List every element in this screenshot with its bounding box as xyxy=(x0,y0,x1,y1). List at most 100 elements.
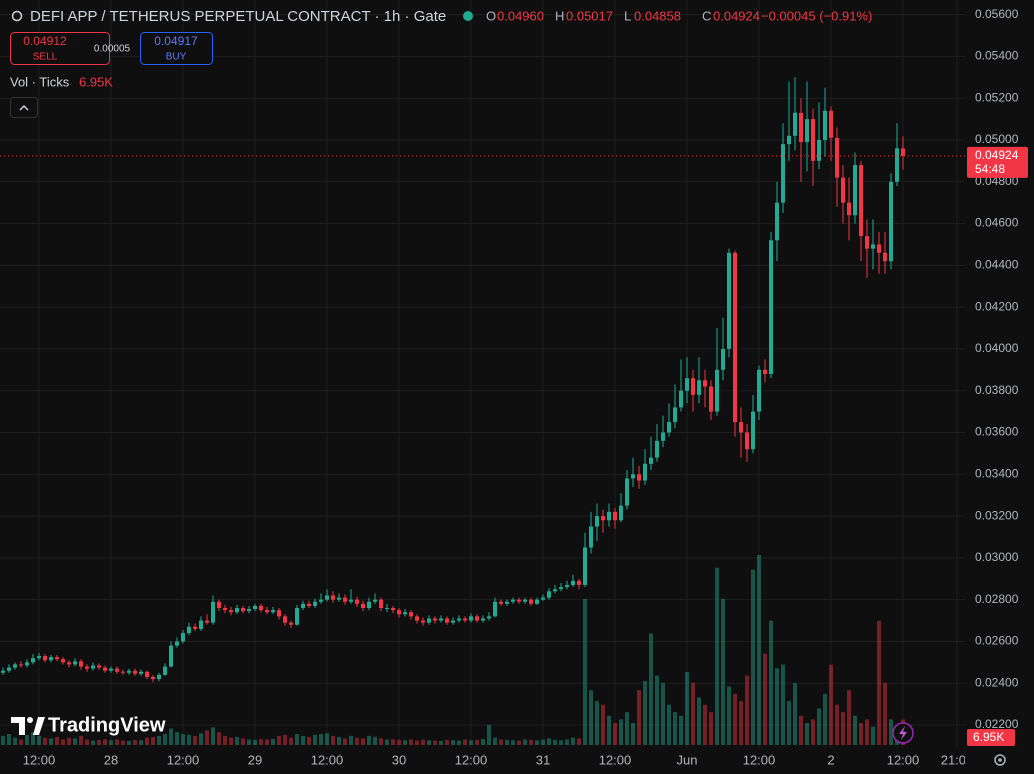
sell-price[interactable]: 0.04912 xyxy=(23,34,67,48)
volume-bar xyxy=(127,740,131,745)
sell-button[interactable]: 0.04912 SELL xyxy=(10,32,110,65)
ohlc-label: C xyxy=(702,8,711,23)
logo-text: TradingView xyxy=(48,714,166,736)
candle-body xyxy=(829,110,833,138)
collapse-button[interactable] xyxy=(10,97,38,118)
volume-bar xyxy=(31,732,35,745)
settings-button[interactable] xyxy=(994,754,1006,766)
candle-body xyxy=(7,667,11,671)
price-axis xyxy=(965,0,1034,774)
collapse-box[interactable] xyxy=(10,97,38,118)
y-tick-label: 0.05000 xyxy=(975,132,1019,146)
buy-box[interactable] xyxy=(140,32,213,65)
sell-label[interactable]: SELL xyxy=(33,52,58,63)
candle-body xyxy=(805,119,809,143)
y-tick-label: 0.02400 xyxy=(975,675,1019,689)
x-tick-label: 12:00 xyxy=(743,752,776,767)
volume-bar xyxy=(673,712,677,745)
candle-body xyxy=(259,605,263,611)
volume-bar xyxy=(847,690,851,745)
volume-bar xyxy=(145,737,149,745)
candle-body xyxy=(847,202,851,216)
candle-body xyxy=(409,612,413,617)
volume-bar xyxy=(331,735,335,745)
buy-button[interactable]: 0.04917 BUY xyxy=(140,32,213,65)
volume-bar xyxy=(361,738,365,745)
logo-mark xyxy=(33,717,45,735)
volume-bar xyxy=(151,736,155,745)
volume-bar xyxy=(667,704,671,745)
y-tick-label: 0.04400 xyxy=(975,258,1019,272)
volume-bar xyxy=(193,735,197,745)
candle-body xyxy=(667,422,671,433)
volume-bar xyxy=(643,681,647,745)
candle-body xyxy=(385,608,389,610)
candle-body xyxy=(703,380,707,387)
last-volume-label: 6.95K xyxy=(973,730,1004,744)
chevron[interactable] xyxy=(19,104,29,111)
candle-body xyxy=(505,601,509,604)
volume-bar xyxy=(289,737,293,745)
candle-body xyxy=(769,240,773,374)
volume-bar xyxy=(91,740,95,745)
volume-bar xyxy=(757,555,761,745)
volume-bar xyxy=(589,690,593,745)
candle-body xyxy=(487,616,491,619)
buy-price[interactable]: 0.04917 xyxy=(154,34,198,48)
candle-body xyxy=(751,411,755,450)
candle-body xyxy=(37,656,41,659)
volume-bar xyxy=(733,693,737,745)
candle-body xyxy=(67,662,71,665)
candle-body xyxy=(517,599,521,602)
ohlc-value: 0.04960 xyxy=(497,8,544,23)
volume-bar xyxy=(547,738,551,745)
x-tick-label: 30 xyxy=(392,752,406,767)
volume-bar xyxy=(379,738,383,745)
candle-body xyxy=(373,599,377,602)
candle-body xyxy=(529,599,533,604)
y-tick-label: 0.04000 xyxy=(975,341,1019,355)
y-tick-label: 0.05200 xyxy=(975,90,1019,104)
volume-bar xyxy=(325,733,329,745)
sell-box[interactable] xyxy=(10,32,110,65)
candle-body xyxy=(397,610,401,615)
volume-bar xyxy=(163,734,167,745)
volume-bar xyxy=(217,732,221,745)
alert-button[interactable] xyxy=(892,722,914,744)
volume-bar xyxy=(457,740,461,745)
candle-body xyxy=(97,665,101,668)
candle-body xyxy=(151,676,155,680)
candle-body xyxy=(799,112,803,143)
candle-body xyxy=(211,601,215,623)
volume-bar xyxy=(859,723,863,745)
candle-body xyxy=(13,664,17,668)
candle-body xyxy=(91,665,95,669)
bolt[interactable] xyxy=(899,726,907,740)
candle-body xyxy=(499,601,503,604)
candle-body xyxy=(367,601,371,609)
candle-body xyxy=(181,633,185,642)
volume-bar xyxy=(79,735,83,745)
candle-body xyxy=(637,474,641,481)
buy-label[interactable]: BUY xyxy=(166,52,187,63)
candle-body xyxy=(463,618,467,621)
candle-body xyxy=(343,597,347,602)
y-tick-label: 0.03600 xyxy=(975,425,1019,439)
volume-bar xyxy=(781,664,785,745)
volume-bar xyxy=(199,733,203,745)
candle-body xyxy=(673,407,677,423)
candle-body xyxy=(25,662,29,666)
gear[interactable] xyxy=(994,754,1006,766)
candle-body xyxy=(301,603,305,609)
spread: 0.00005 xyxy=(94,44,131,55)
candle-body xyxy=(361,603,365,609)
y-tick-label: 0.04200 xyxy=(975,299,1019,313)
ohlc-value: 0.04858 xyxy=(634,8,681,23)
volume-pane xyxy=(1,555,905,745)
x-tick-label: 12:00 xyxy=(599,752,632,767)
x-tick-label: 12:00 xyxy=(167,752,200,767)
volume-bar xyxy=(577,738,581,745)
gear-center[interactable] xyxy=(998,758,1002,762)
volume-bar xyxy=(715,567,719,745)
volume-bar xyxy=(229,737,233,745)
